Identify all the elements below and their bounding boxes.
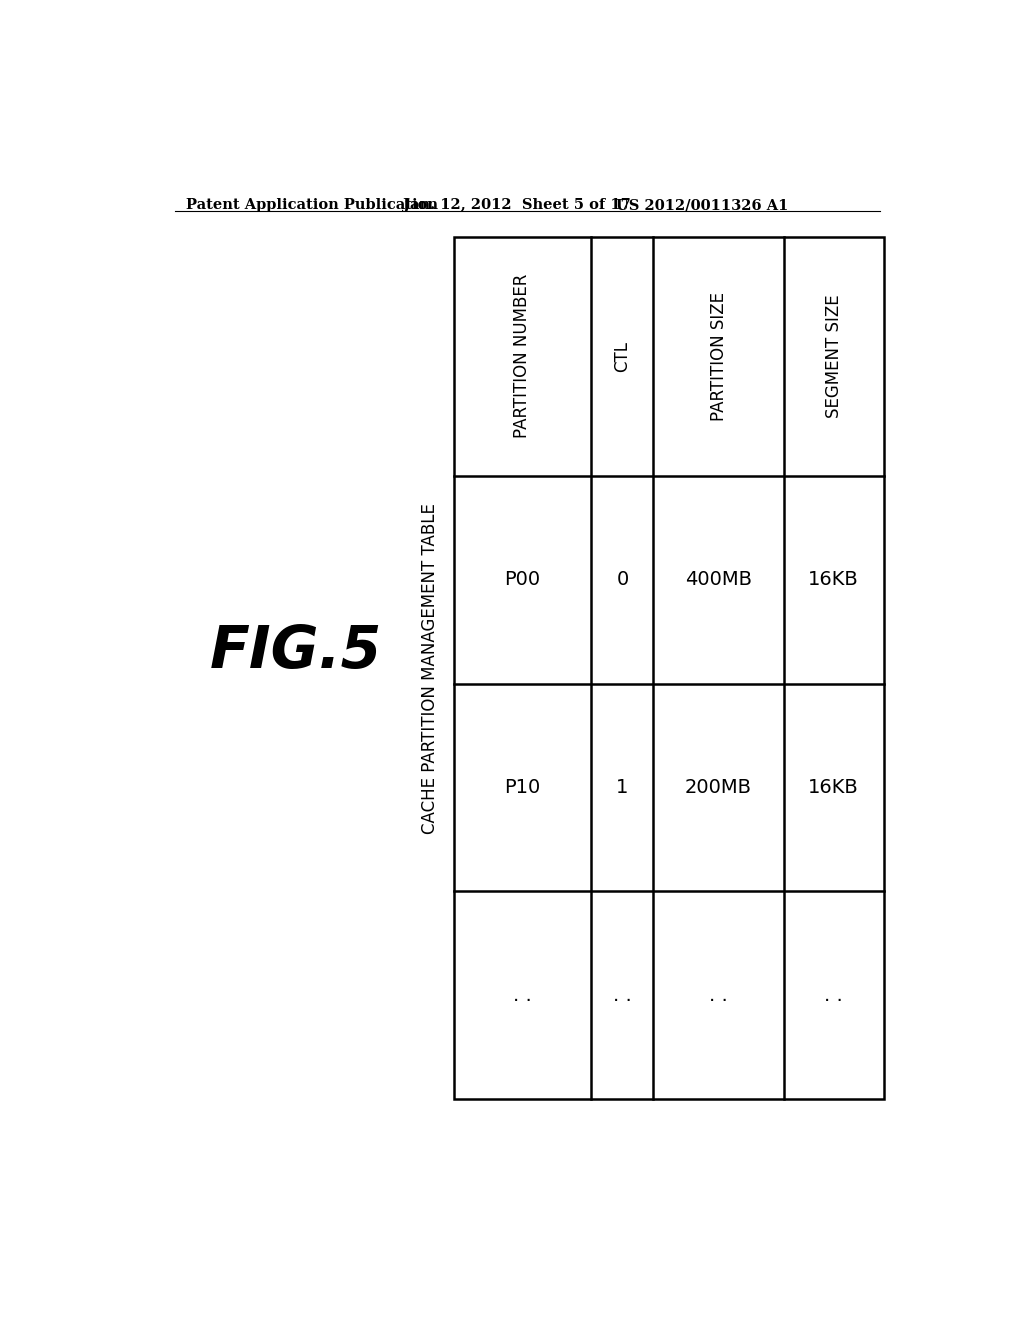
Text: 1: 1 [616,777,629,797]
Bar [454,238,884,1100]
Text: . .: . . [613,986,632,1005]
Text: SEGMENT SIZE: SEGMENT SIZE [824,294,843,418]
Text: US 2012/0011326 A1: US 2012/0011326 A1 [616,198,788,213]
Text: 16KB: 16KB [808,570,859,589]
Text: PARTITION SIZE: PARTITION SIZE [710,292,727,421]
Text: FIG.5: FIG.5 [209,623,382,680]
Text: 200MB: 200MB [685,777,752,797]
Text: 0: 0 [616,570,629,589]
Text: P10: P10 [505,777,541,797]
Text: 16KB: 16KB [808,777,859,797]
Text: . .: . . [824,986,843,1005]
Text: P00: P00 [505,570,541,589]
Text: . .: . . [710,986,728,1005]
Text: . .: . . [513,986,531,1005]
Text: PARTITION NUMBER: PARTITION NUMBER [513,275,531,438]
Text: Jan. 12, 2012  Sheet 5 of 17: Jan. 12, 2012 Sheet 5 of 17 [403,198,631,213]
Text: Patent Application Publication: Patent Application Publication [186,198,438,213]
Text: CACHE PARTITION MANAGEMENT TABLE: CACHE PARTITION MANAGEMENT TABLE [421,503,439,833]
Text: CTL: CTL [613,341,632,372]
Text: 400MB: 400MB [685,570,752,589]
